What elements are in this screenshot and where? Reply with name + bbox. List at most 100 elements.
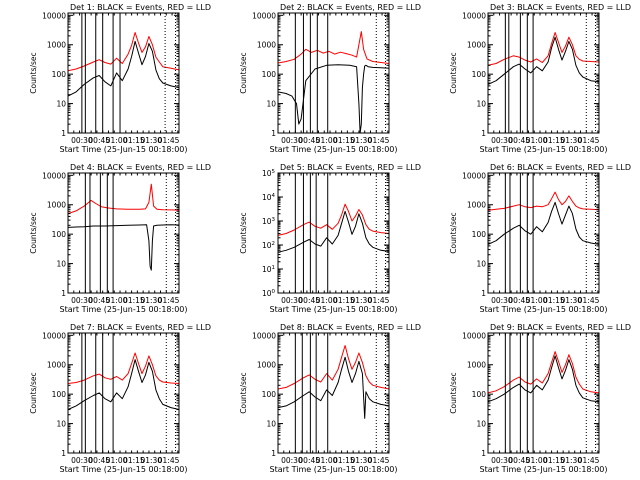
x-tick-label: 01:00 xyxy=(316,136,338,145)
y-tick-label: 1000 xyxy=(467,41,486,50)
chart-panel-8: Det 8: BLACK = Events, RED = LLD 1 10 100 10… xyxy=(239,323,421,474)
y-tick-label: 1000 xyxy=(467,361,486,370)
x-tick-label: 01:45 xyxy=(578,296,600,305)
x-tick-label: 01:45 xyxy=(368,456,390,465)
y-tick-label: 100 xyxy=(472,70,487,79)
x-tick-label: 01:00 xyxy=(316,456,338,465)
x-tick-label: 00:45 xyxy=(298,136,320,145)
y-tick-label: 100 xyxy=(262,289,276,298)
series-line-lld xyxy=(487,32,600,66)
x-axis-label: Start Time (25-Jun-15 00:18:00) xyxy=(480,145,608,154)
x-tick-label: 01:15 xyxy=(543,136,565,145)
x-tick-label: 01:15 xyxy=(333,136,355,145)
chart-panel-3: Det 3: BLACK = Events, RED = LLD 1 10 100 10… xyxy=(449,3,631,154)
plot-frame xyxy=(277,12,390,134)
y-tick-label: 1 xyxy=(61,449,66,458)
x-tick-label: 00:30 xyxy=(491,456,513,465)
chart-title: Det 3: BLACK = Events, RED = LLD xyxy=(490,3,631,12)
series-line-events xyxy=(67,359,180,410)
x-tick-label: 00:45 xyxy=(298,296,320,305)
x-tick-label: 01:45 xyxy=(158,136,180,145)
y-tick-label: 102 xyxy=(262,241,275,250)
x-tick-label: 01:15 xyxy=(543,456,565,465)
x-tick-label: 01:00 xyxy=(526,456,548,465)
series-line-lld xyxy=(487,351,600,394)
x-tick-label: 00:45 xyxy=(298,456,320,465)
x-tick-label: 01:00 xyxy=(106,296,128,305)
y-tick-label: 1000 xyxy=(47,201,66,210)
x-tick-label: 01:30 xyxy=(350,456,372,465)
y-tick-label: 100 xyxy=(52,70,67,79)
x-tick-label: 01:15 xyxy=(333,456,355,465)
y-tick-label: 10 xyxy=(56,420,66,429)
y-tick-label: 10000 xyxy=(462,331,486,340)
x-axis-label: Start Time (25-Jun-15 00:18:00) xyxy=(60,145,188,154)
x-axis-label: Start Time (25-Jun-15 00:18:00) xyxy=(480,305,608,314)
y-tick-label: 1 xyxy=(61,289,66,298)
y-tick-label: 100 xyxy=(472,230,487,239)
y-tick-label: 1000 xyxy=(467,201,486,210)
x-tick-label: 00:30 xyxy=(281,136,303,145)
series-line-events xyxy=(67,224,180,271)
plot-frame xyxy=(67,12,180,134)
y-tick-label: 10 xyxy=(56,260,66,269)
y-tick-label: 10 xyxy=(476,100,486,109)
x-tick-label: 00:45 xyxy=(508,456,530,465)
series-line-events xyxy=(277,210,390,253)
x-tick-label: 00:45 xyxy=(508,136,530,145)
chart-panel-6: Det 6: BLACK = Events, RED = LLD 1 10 100 10… xyxy=(449,163,631,314)
y-tick-label: 1 xyxy=(481,449,486,458)
series-line-events xyxy=(277,64,390,134)
x-axis-label: Start Time (25-Jun-15 00:18:00) xyxy=(60,305,188,314)
x-axis-label: Start Time (25-Jun-15 00:18:00) xyxy=(270,145,398,154)
y-tick-label: 1 xyxy=(271,129,276,138)
plot-frame xyxy=(277,172,390,294)
chart-panel-9: Det 9: BLACK = Events, RED = LLD 1 10 100 10… xyxy=(449,323,631,474)
series-line-lld xyxy=(67,32,180,72)
y-tick-label: 10000 xyxy=(462,171,486,180)
chart-panel-1: Det 1: BLACK = Events, RED = LLD 1 10 100 10… xyxy=(29,3,211,154)
x-axis-label: Start Time (25-Jun-15 00:18:00) xyxy=(270,305,398,314)
x-tick-label: 00:30 xyxy=(281,296,303,305)
x-tick-label: 00:45 xyxy=(508,296,530,305)
x-tick-label: 01:30 xyxy=(560,136,582,145)
y-axis-label: Counts/sec xyxy=(239,52,248,93)
x-tick-label: 01:30 xyxy=(140,456,162,465)
y-tick-label: 10 xyxy=(476,420,486,429)
chart-title: Det 8: BLACK = Events, RED = LLD xyxy=(280,323,421,332)
chart-panel-5: Det 5: BLACK = Events, RED = LLD 100 101 10… xyxy=(239,163,421,314)
x-tick-label: 01:30 xyxy=(560,296,582,305)
y-tick-label: 10 xyxy=(476,260,486,269)
y-tick-label: 10 xyxy=(266,420,276,429)
y-tick-label: 105 xyxy=(262,169,276,178)
x-tick-label: 01:45 xyxy=(158,456,180,465)
x-tick-label: 01:00 xyxy=(526,296,548,305)
y-axis-label: Counts/sec xyxy=(29,372,38,413)
y-axis-label: Counts/sec xyxy=(29,212,38,253)
x-tick-label: 01:30 xyxy=(350,296,372,305)
x-tick-label: 01:15 xyxy=(333,296,355,305)
plot-frame xyxy=(487,332,600,454)
x-tick-label: 01:00 xyxy=(316,296,338,305)
x-tick-label: 00:45 xyxy=(88,456,110,465)
x-tick-label: 01:00 xyxy=(526,136,548,145)
y-tick-label: 10000 xyxy=(42,171,66,180)
y-axis-label: Counts/sec xyxy=(449,52,458,93)
y-tick-label: 1 xyxy=(481,289,486,298)
x-tick-label: 01:45 xyxy=(368,296,390,305)
y-tick-label: 1000 xyxy=(47,361,66,370)
y-axis-label: Counts/sec xyxy=(29,52,38,93)
x-tick-label: 01:30 xyxy=(140,296,162,305)
y-axis-label: Counts/sec xyxy=(449,372,458,413)
series-line-lld xyxy=(487,191,600,211)
y-tick-label: 10000 xyxy=(42,11,66,20)
x-tick-label: 01:45 xyxy=(158,296,180,305)
x-tick-label: 00:30 xyxy=(71,456,93,465)
y-tick-label: 104 xyxy=(262,193,276,202)
series-line-events xyxy=(67,40,180,97)
y-tick-label: 100 xyxy=(262,390,277,399)
plot-frame xyxy=(277,332,390,454)
y-tick-label: 1 xyxy=(481,129,486,138)
x-tick-label: 01:30 xyxy=(140,136,162,145)
x-tick-label: 00:30 xyxy=(491,136,513,145)
